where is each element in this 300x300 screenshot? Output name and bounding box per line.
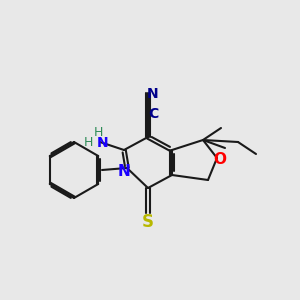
Text: S: S (142, 213, 154, 231)
Text: N: N (147, 87, 159, 101)
Text: H: H (83, 136, 93, 149)
Text: N: N (97, 136, 109, 150)
Text: C: C (148, 107, 158, 121)
Text: O: O (214, 152, 226, 166)
Text: H: H (93, 125, 103, 139)
Text: N: N (118, 164, 130, 179)
